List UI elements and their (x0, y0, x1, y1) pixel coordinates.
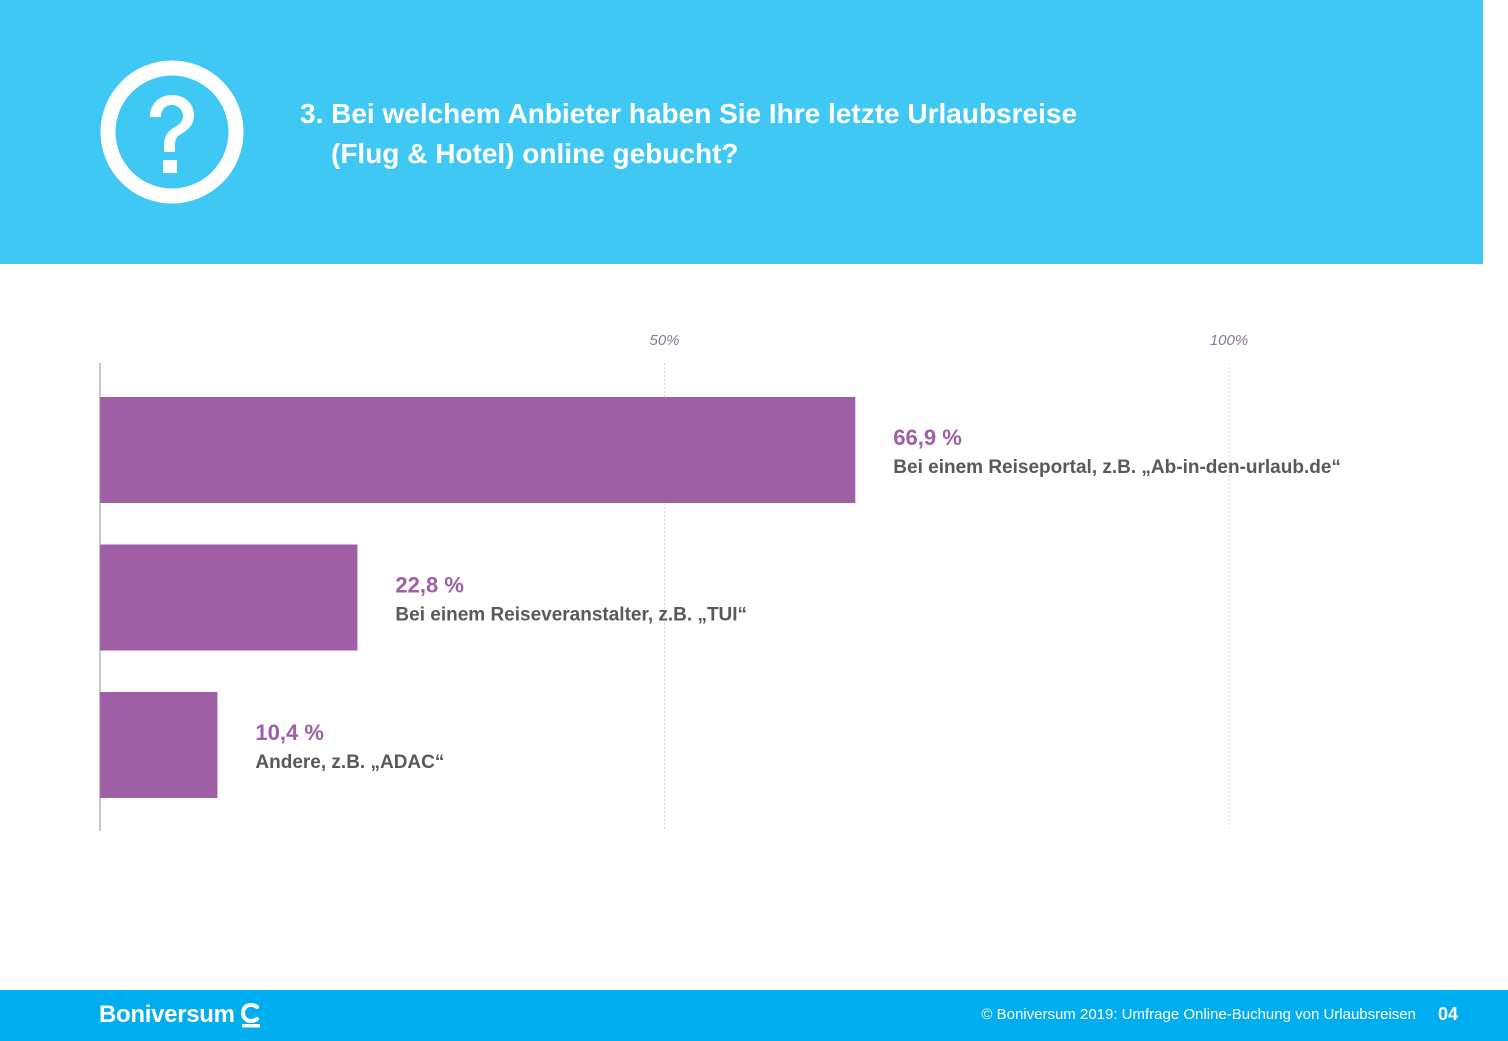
tick-label-1: 100% (1210, 332, 1248, 349)
value-label-1: 22,8 % (395, 573, 464, 598)
value-label-2: 10,4 % (255, 720, 324, 745)
category-label-2: Andere, z.B. „ADAC“ (255, 752, 444, 773)
header-banner: 3. Bei welchem Anbieter haben Sie Ihre l… (0, 0, 1483, 264)
bar-chart: 50% 100% 66,9 % Bei einem Reiseportal, z.B.… (99, 332, 1341, 831)
category-label-0: Bei einem Reiseportal, z.B. „Ab-in-den-u… (893, 457, 1341, 478)
category-label-1: Bei einem Reiseveranstalter, z.B. „TUI“ (395, 605, 747, 626)
question-circle-icon (100, 60, 244, 204)
tick-label-0: 50% (649, 332, 679, 349)
footer-bar: Boniversum © Boniversum 2019: Umfrage On… (0, 990, 1508, 1041)
question-title-line-1: 3. Bei welchem Anbieter haben Sie Ihre l… (300, 98, 1078, 129)
value-label-0: 66,9 % (893, 425, 962, 450)
question-title-line-2: (Flug & Hotel) online gebucht? (331, 138, 739, 169)
brand-logo: Boniversum (99, 1000, 262, 1030)
boniversum-logo-icon (240, 1002, 260, 1028)
bar-0 (100, 397, 856, 503)
question-title: 3. Bei welchem Anbieter haben Sie Ihre l… (300, 94, 1400, 174)
brand-name: Boniversum (99, 1001, 235, 1028)
page-number: 04 (1437, 1004, 1458, 1024)
bar-2 (100, 692, 218, 798)
bar-1 (100, 544, 358, 651)
copyright-text: © Boniversum 2019: Umfrage Online-Buchun… (981, 1006, 1416, 1023)
